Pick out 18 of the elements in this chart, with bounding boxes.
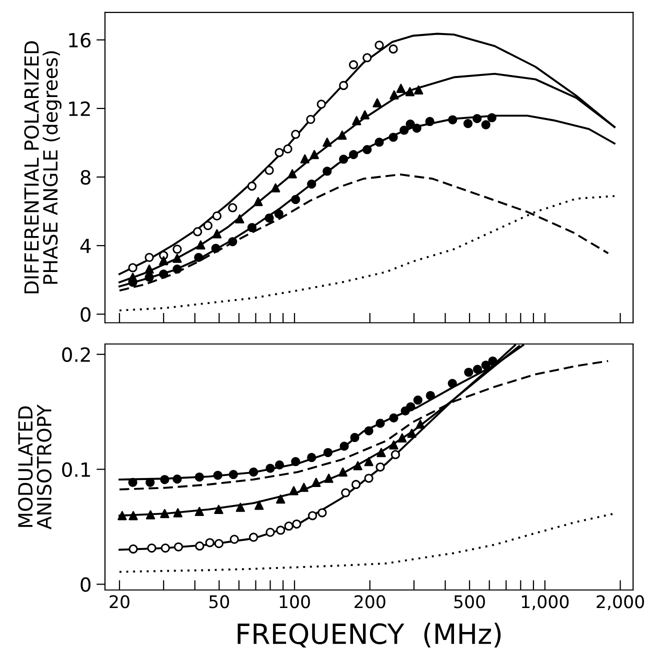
y-tick-label: 0 <box>80 577 90 592</box>
x-tick-label: 500 <box>454 595 485 608</box>
y-tick-label: 0.2 <box>62 347 90 362</box>
x-tick-label: 50 <box>209 595 230 608</box>
y-axis-title: DIFFERENTIAL POLARIZED PHASE ANGLE (degrees) <box>24 41 62 294</box>
y-tick-label: 12 <box>69 101 90 116</box>
y-axis-title: MODULATED ANISOTROPY <box>18 404 52 530</box>
x-tick-label: 1,000 <box>522 595 569 610</box>
y-tick-label: 0 <box>80 307 90 322</box>
x-axis-title: FREQUENCY (MHz) <box>238 622 501 648</box>
x-tick-label: 100 <box>280 595 310 608</box>
y-tick-label: 0.1 <box>62 462 90 477</box>
x-tick-label: 200 <box>354 595 386 608</box>
x-tick-label: 20 <box>110 595 130 608</box>
y-tick-label: 4 <box>80 238 91 253</box>
y-tick-label: 16 <box>69 32 91 48</box>
y-tick-label: 8 <box>80 170 90 185</box>
x-tick-label: 2,000 <box>596 595 644 610</box>
